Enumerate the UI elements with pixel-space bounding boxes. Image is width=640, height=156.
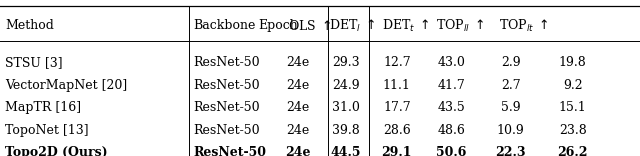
Text: DET$_l$ $\uparrow$: DET$_l$ $\uparrow$ [329, 18, 376, 34]
Text: 26.2: 26.2 [557, 146, 588, 156]
Text: 19.8: 19.8 [559, 56, 587, 69]
Text: 43.0: 43.0 [437, 56, 465, 69]
Text: DET$_t$ $\uparrow$: DET$_t$ $\uparrow$ [382, 18, 430, 34]
Text: 50.6: 50.6 [436, 146, 467, 156]
Text: 24e: 24e [285, 146, 310, 156]
Text: OLS $\uparrow$: OLS $\uparrow$ [288, 19, 332, 33]
Text: Epoch: Epoch [259, 19, 298, 32]
Text: ResNet-50: ResNet-50 [193, 78, 260, 92]
Text: 11.1: 11.1 [383, 78, 411, 92]
Text: TopoNet [13]: TopoNet [13] [5, 124, 89, 137]
Text: MapTR [16]: MapTR [16] [5, 101, 81, 114]
Text: 28.6: 28.6 [383, 124, 411, 137]
Text: 24.9: 24.9 [332, 78, 360, 92]
Text: 29.1: 29.1 [381, 146, 412, 156]
Text: ResNet-50: ResNet-50 [193, 56, 260, 69]
Text: TOP$_{ll}$ $\uparrow$: TOP$_{ll}$ $\uparrow$ [436, 18, 484, 34]
Text: 17.7: 17.7 [383, 101, 411, 114]
Text: STSU [3]: STSU [3] [5, 56, 63, 69]
Text: ResNet-50: ResNet-50 [193, 124, 260, 137]
Text: Backbone: Backbone [193, 19, 255, 32]
Text: Topo2D (Ours): Topo2D (Ours) [5, 146, 108, 156]
Text: 24e: 24e [286, 101, 309, 114]
Text: ResNet-50: ResNet-50 [193, 146, 266, 156]
Text: 12.7: 12.7 [383, 56, 411, 69]
Text: 43.5: 43.5 [437, 101, 465, 114]
Text: 44.5: 44.5 [330, 146, 361, 156]
Text: 5.9: 5.9 [501, 101, 520, 114]
Text: 15.1: 15.1 [559, 101, 587, 114]
Text: 39.8: 39.8 [332, 124, 360, 137]
Text: 48.6: 48.6 [437, 124, 465, 137]
Text: 2.7: 2.7 [501, 78, 520, 92]
Text: 10.9: 10.9 [497, 124, 525, 137]
Text: 29.3: 29.3 [332, 56, 360, 69]
Text: Method: Method [5, 19, 54, 32]
Text: 22.3: 22.3 [495, 146, 526, 156]
Text: 41.7: 41.7 [437, 78, 465, 92]
Text: VectorMapNet [20]: VectorMapNet [20] [5, 78, 127, 92]
Text: 2.9: 2.9 [501, 56, 520, 69]
Text: 31.0: 31.0 [332, 101, 360, 114]
Text: 24e: 24e [286, 56, 309, 69]
Text: TOP$_{lt}$ $\uparrow$: TOP$_{lt}$ $\uparrow$ [499, 18, 548, 34]
Text: 9.2: 9.2 [563, 78, 582, 92]
Text: ResNet-50: ResNet-50 [193, 101, 260, 114]
Text: 24e: 24e [286, 124, 309, 137]
Text: 24e: 24e [286, 78, 309, 92]
Text: 23.8: 23.8 [559, 124, 587, 137]
